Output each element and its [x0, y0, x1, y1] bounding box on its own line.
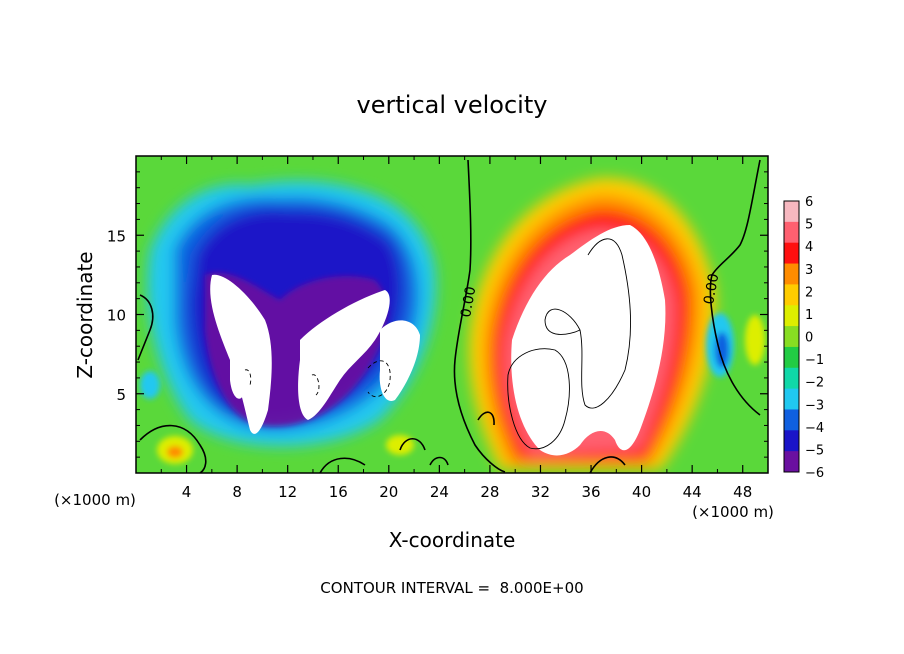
x-unit-label: (×1000 m)	[54, 491, 136, 509]
x-tick-label: 44	[683, 483, 702, 501]
downdraft-white-patches	[210, 274, 420, 434]
colorbar-swatch	[784, 430, 799, 452]
colorbar-label: 0	[805, 331, 813, 346]
colorbar-label: −5	[805, 443, 824, 458]
x-tick-label: 32	[531, 483, 550, 501]
colorbar-swatch	[784, 284, 799, 306]
colorbar-swatch	[784, 263, 799, 285]
colorbar-label: 1	[805, 308, 813, 323]
colorbar-swatch	[784, 221, 799, 244]
x-axis-title: X-coordinate	[389, 528, 516, 552]
x-tick-label: 16	[329, 483, 348, 501]
contour-label: 0.00	[701, 272, 722, 305]
colorbar-swatch	[784, 451, 799, 473]
colorbar-frame	[783, 200, 800, 473]
x-tick-label: 28	[480, 483, 499, 501]
contour-interval-note: CONTOUR INTERVAL = 8.000E+00	[320, 579, 583, 597]
colorbar-swatch	[784, 409, 799, 431]
colorbar-label: 4	[805, 240, 813, 255]
plot-area	[136, 156, 768, 473]
chart-title: vertical velocity	[357, 91, 548, 119]
x-unit-label-right: (×1000 m)	[692, 503, 774, 521]
colorbar-swatch	[784, 242, 799, 265]
colorbar-swatch	[784, 201, 799, 223]
interior-contours	[244, 238, 631, 450]
y-axis-title: Z-coordinate	[73, 251, 97, 378]
x-tick-label: 20	[379, 483, 398, 501]
y-axis: 5 10 15	[107, 171, 768, 458]
x-tick-label: 48	[733, 483, 752, 501]
colorbar-swatch	[784, 305, 799, 327]
x-tick-label: 4	[182, 483, 192, 501]
y-tick-label: 15	[107, 227, 126, 245]
colorbar-swatch	[784, 367, 799, 390]
colorbar-swatch	[784, 346, 799, 369]
x-tick-label: 24	[430, 483, 449, 501]
contour-labels: 0.00 0.00	[458, 272, 722, 318]
colorbar-label: −3	[805, 398, 824, 413]
zero-contours	[137, 159, 761, 473]
x-tick-label: 40	[632, 483, 651, 501]
colorbar-label: −4	[805, 421, 824, 436]
colorbar-label: 6	[805, 195, 813, 210]
contour-label: 0.00	[458, 285, 479, 318]
y-tick-label: 10	[107, 307, 126, 325]
y-tick-label: 5	[116, 386, 126, 404]
colorbar-label: −1	[805, 353, 824, 368]
colorbar-label: −2	[805, 376, 824, 391]
x-tick-label: 8	[232, 483, 242, 501]
colorbar-swatch	[784, 326, 799, 348]
colorbar-label: −6	[805, 466, 824, 481]
x-axis: 4 8 12 16 20 24 28 32 36 40 44 48	[160, 156, 752, 501]
x-tick-label: 36	[581, 483, 600, 501]
colorbar-label: 3	[805, 263, 813, 278]
minor-features	[140, 313, 765, 464]
x-tick-label: 12	[278, 483, 297, 501]
colorbar-swatch	[784, 388, 799, 410]
colorbar-label: 5	[805, 218, 813, 233]
colorbar: 6 5 4 3 2 1 0 −1 −2 −3 −4 −5 −6	[783, 195, 824, 481]
colorbar-label: 2	[805, 285, 813, 300]
